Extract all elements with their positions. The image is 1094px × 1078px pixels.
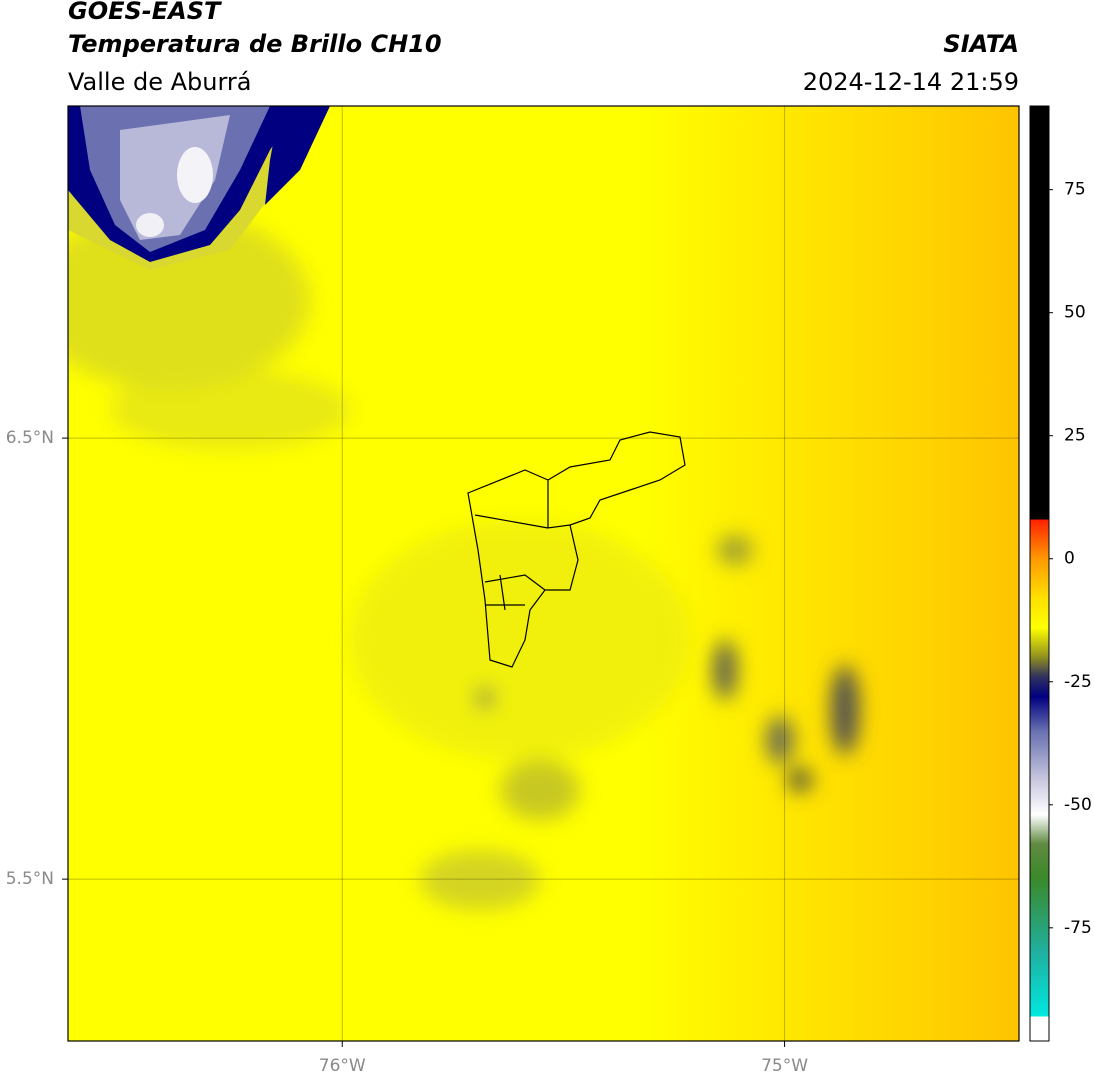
cloud-patches	[68, 210, 859, 910]
title: GOES-EAST	[68, 0, 222, 25]
subtitle: Temperatura de Brillo CH10	[68, 30, 442, 58]
colorbar-label: 75	[1064, 180, 1086, 200]
source: SIATA	[943, 30, 1019, 58]
graticule	[68, 106, 1019, 1041]
colorbar-label: 25	[1064, 426, 1086, 446]
map-frame	[67, 105, 1020, 1042]
y-tick-label: 5.5°N	[6, 869, 54, 889]
colorbar-label: -75	[1064, 918, 1092, 938]
valley-outline	[467, 431, 686, 668]
y-tick-label: 6.5°N	[6, 428, 54, 448]
colorbar-label: -50	[1064, 795, 1092, 815]
region: Valle de Aburrá	[68, 68, 252, 96]
colorbar-label: -25	[1064, 672, 1092, 692]
x-tick-label: 76°W	[319, 1056, 366, 1076]
map-field	[68, 106, 1019, 1041]
colorbar	[1029, 105, 1050, 1042]
timestamp: 2024-12-14 21:59	[803, 68, 1019, 96]
x-tick-label: 75°W	[761, 1056, 808, 1076]
cold-cloud	[68, 106, 330, 270]
colorbar-label: 50	[1064, 303, 1086, 323]
colorbar-label: 0	[1064, 549, 1075, 569]
